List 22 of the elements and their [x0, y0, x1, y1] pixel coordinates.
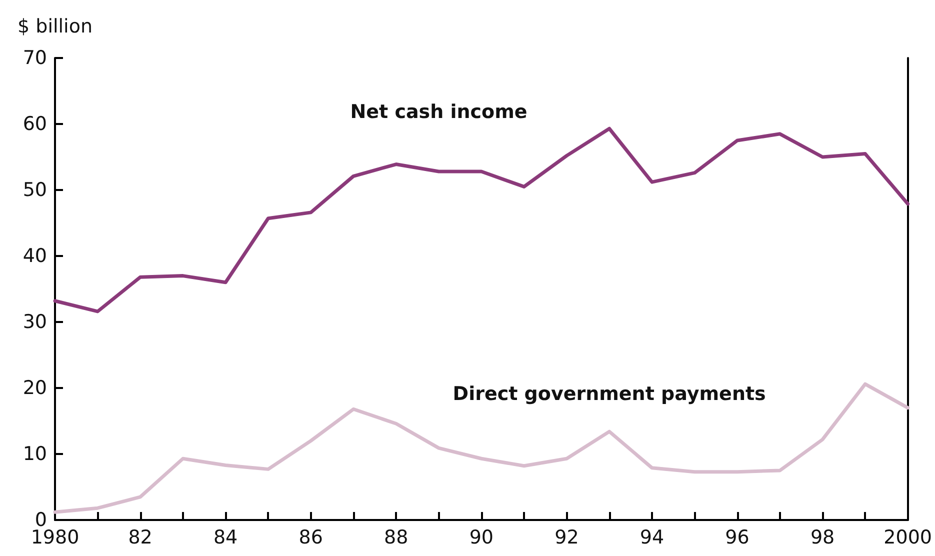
- y-tick-label: 20: [22, 377, 47, 399]
- series-label: Direct government payments: [452, 383, 766, 406]
- x-tick-label: 92: [554, 526, 579, 548]
- line-series: [53, 126, 910, 314]
- text: Net cash income: [350, 101, 528, 124]
- x-tick-label: 90: [469, 526, 494, 548]
- y-tick-label: 10: [22, 443, 47, 465]
- line-series: [53, 382, 910, 514]
- y-tick-label: 60: [22, 113, 47, 135]
- y-tick-label: 40: [22, 245, 47, 267]
- y-tick-label: 50: [22, 179, 47, 201]
- x-tick-label: 84: [213, 526, 238, 548]
- x-tick-label: 86: [298, 526, 323, 548]
- y-axis-title: $ billion: [18, 16, 92, 38]
- x-tick-label: 88: [384, 526, 408, 548]
- x-tick-label: 94: [640, 526, 664, 548]
- y-tick-label: 70: [22, 47, 47, 69]
- y-tick-label: 30: [22, 311, 47, 333]
- x-tick-label: 96: [725, 526, 750, 548]
- x-tick-label: 2000: [884, 526, 932, 548]
- x-tick-label: 98: [810, 526, 835, 548]
- x-tick-label: 82: [128, 526, 152, 548]
